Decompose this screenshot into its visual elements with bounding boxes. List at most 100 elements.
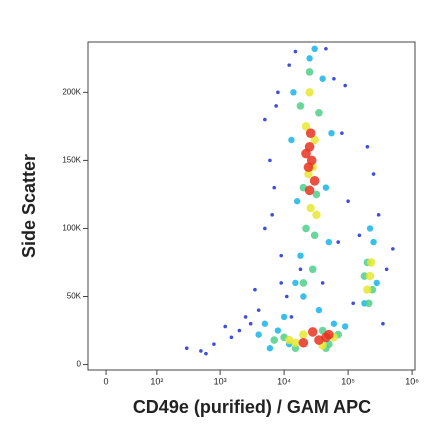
- point: [290, 89, 297, 96]
- point: [312, 210, 321, 220]
- point: [300, 293, 307, 300]
- point: [310, 231, 319, 240]
- point: [391, 247, 395, 251]
- point: [324, 329, 334, 340]
- point: [308, 265, 317, 274]
- y-tick-label: 200K: [62, 87, 81, 96]
- point: [298, 267, 303, 272]
- point: [223, 324, 228, 329]
- point: [365, 144, 370, 149]
- point: [343, 83, 347, 88]
- point: [320, 281, 325, 285]
- point: [301, 122, 311, 131]
- point: [229, 335, 234, 340]
- x-axis-label: CD49e (purified) / GAM APC: [133, 397, 371, 417]
- point: [276, 90, 280, 95]
- point: [330, 320, 338, 327]
- point: [306, 203, 315, 213]
- x-tick-label: 10⁴: [277, 376, 291, 386]
- point: [272, 185, 277, 190]
- y-tick-label: 0: [77, 360, 82, 369]
- point: [341, 323, 349, 330]
- point: [243, 315, 248, 319]
- point: [237, 328, 242, 333]
- point: [297, 252, 304, 259]
- x-tick-label: 10³: [214, 376, 227, 386]
- point: [332, 76, 336, 81]
- point: [318, 326, 327, 335]
- point: [325, 238, 333, 246]
- point: [255, 331, 262, 338]
- y-tick-label: 150K: [62, 156, 81, 165]
- point: [184, 346, 189, 351]
- y-axis-label: Side Scatter: [19, 154, 39, 258]
- x-tick-label: 10⁶: [405, 376, 419, 386]
- point: [367, 258, 376, 267]
- point: [305, 68, 314, 76]
- point: [346, 199, 350, 204]
- point: [253, 287, 257, 292]
- point: [328, 129, 335, 137]
- point: [270, 336, 279, 344]
- point: [279, 253, 283, 258]
- point: [319, 75, 326, 82]
- point: [351, 301, 355, 306]
- point: [312, 190, 321, 199]
- point: [370, 238, 377, 246]
- point: [357, 233, 362, 238]
- point: [336, 240, 340, 244]
- point: [310, 135, 319, 145]
- point: [212, 342, 216, 346]
- point: [304, 169, 313, 179]
- point: [270, 213, 274, 217]
- point: [307, 327, 318, 337]
- point: [303, 162, 314, 173]
- point: [263, 226, 267, 231]
- point: [298, 337, 309, 348]
- point: [279, 281, 283, 285]
- point: [292, 279, 299, 287]
- point: [364, 299, 373, 308]
- y-tick-label: 50K: [67, 292, 82, 301]
- point: [324, 47, 328, 51]
- point: [301, 148, 311, 159]
- point: [366, 225, 374, 232]
- point: [371, 172, 376, 176]
- point: [266, 345, 274, 352]
- point: [381, 321, 385, 326]
- point: [274, 327, 282, 334]
- point: [293, 49, 298, 54]
- point: [305, 88, 314, 97]
- point: [287, 63, 291, 67]
- point: [315, 108, 323, 117]
- point: [248, 321, 253, 326]
- point: [299, 279, 308, 287]
- x-tick-label: 10²: [150, 376, 163, 386]
- point: [373, 279, 380, 287]
- point: [284, 294, 289, 299]
- point: [384, 267, 389, 272]
- point: [304, 185, 315, 196]
- point: [268, 158, 272, 163]
- point: [302, 224, 310, 233]
- point: [296, 102, 305, 110]
- point: [299, 330, 308, 339]
- point: [376, 213, 381, 217]
- point: [340, 131, 344, 135]
- point: [261, 320, 269, 327]
- point: [274, 104, 278, 108]
- point: [306, 55, 313, 62]
- point: [256, 308, 261, 312]
- x-tick-label: 0: [104, 376, 109, 386]
- plot-frame: [87, 41, 416, 371]
- point: [280, 313, 288, 321]
- point: [322, 184, 330, 191]
- point: [263, 117, 267, 122]
- point: [293, 198, 301, 205]
- point: [199, 349, 203, 353]
- point: [289, 315, 294, 319]
- point: [284, 335, 294, 345]
- point: [309, 176, 320, 186]
- y-tick-label: 100K: [62, 224, 81, 233]
